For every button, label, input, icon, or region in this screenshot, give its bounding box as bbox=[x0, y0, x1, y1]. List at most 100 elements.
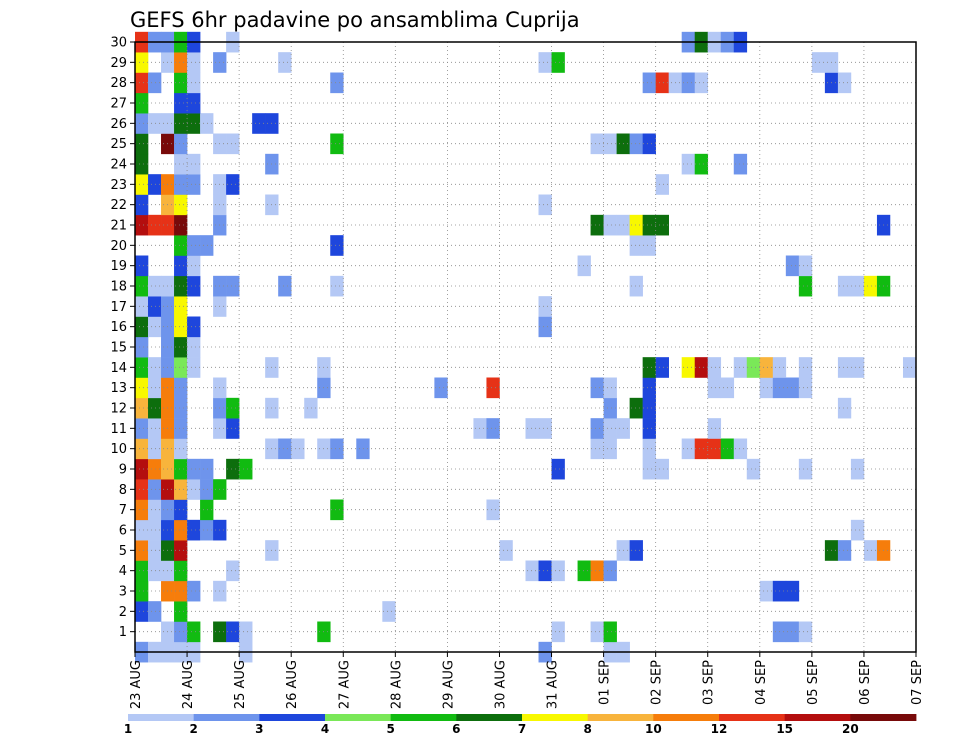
heatmap-cell bbox=[629, 275, 643, 297]
heatmap-cell bbox=[655, 357, 669, 378]
y-tick-label: 29 bbox=[110, 56, 127, 71]
heatmap-cell bbox=[174, 153, 188, 175]
heatmap-cell bbox=[148, 418, 162, 439]
heatmap-cell bbox=[304, 397, 318, 419]
colorbar-segment bbox=[325, 714, 392, 721]
heatmap-cell bbox=[486, 418, 500, 439]
heatmap-cell bbox=[187, 275, 201, 297]
heatmap-cell bbox=[629, 397, 643, 419]
y-tick-label: 6 bbox=[119, 524, 127, 539]
heatmap-cell bbox=[135, 601, 149, 622]
heatmap-cell bbox=[798, 377, 813, 399]
heatmap-cell bbox=[148, 377, 162, 399]
heatmap-cell bbox=[785, 580, 800, 602]
colorbar-segment bbox=[259, 714, 326, 721]
heatmap-cell bbox=[798, 275, 813, 297]
heatmap-cell bbox=[850, 357, 865, 378]
heatmap-cell bbox=[538, 418, 552, 439]
y-tick-label: 25 bbox=[110, 137, 127, 152]
y-tick-label: 24 bbox=[110, 158, 127, 173]
heatmap-cell bbox=[148, 560, 162, 582]
heatmap-cell bbox=[590, 438, 604, 460]
heatmap-cell bbox=[642, 418, 656, 439]
heatmap-cell bbox=[135, 113, 149, 134]
colorbar-segment bbox=[653, 714, 720, 721]
heatmap-cell bbox=[603, 397, 617, 419]
heatmap-cell bbox=[135, 580, 149, 602]
heatmap-cell bbox=[174, 235, 188, 256]
heatmap-cell bbox=[135, 499, 149, 521]
heatmap-cell bbox=[330, 235, 344, 256]
heatmap-cell bbox=[135, 540, 149, 561]
heatmap-cell bbox=[226, 458, 240, 480]
y-tick-label: 20 bbox=[110, 239, 127, 254]
heatmap-cell bbox=[278, 275, 292, 297]
heatmap-cell bbox=[525, 418, 539, 439]
heatmap-cells bbox=[135, 31, 917, 663]
y-tick-label: 13 bbox=[110, 381, 127, 396]
heatmap-cell bbox=[135, 133, 149, 155]
heatmap-cell bbox=[200, 235, 214, 256]
colorbar-segment bbox=[784, 714, 851, 721]
heatmap-cell bbox=[174, 296, 188, 317]
heatmap-cell bbox=[135, 52, 149, 73]
colorbar-segment bbox=[522, 714, 589, 721]
y-tick-label: 3 bbox=[119, 585, 127, 600]
heatmap-cell bbox=[187, 458, 201, 480]
heatmap-cell bbox=[174, 52, 188, 73]
heatmap-cell bbox=[174, 458, 188, 480]
heatmap-cell bbox=[174, 540, 188, 561]
heatmap-cell bbox=[135, 397, 149, 419]
heatmap-cell bbox=[187, 621, 201, 643]
y-tick-label: 7 bbox=[119, 503, 127, 518]
heatmap-cell bbox=[135, 357, 149, 378]
heatmap-cell bbox=[603, 621, 617, 643]
heatmap-cell bbox=[902, 357, 917, 378]
heatmap-cell bbox=[174, 479, 188, 500]
heatmap-cell bbox=[135, 194, 149, 216]
heatmap-cell bbox=[148, 174, 162, 195]
heatmap-cell bbox=[590, 214, 604, 236]
heatmap-cell bbox=[629, 133, 643, 155]
colorbar-segment bbox=[390, 714, 457, 721]
heatmap-cell bbox=[148, 357, 162, 378]
heatmap-cell bbox=[655, 214, 669, 236]
heatmap-cell bbox=[174, 316, 188, 338]
heatmap-cell bbox=[187, 72, 201, 94]
heatmap-cell bbox=[187, 479, 201, 500]
colorbar-label: 15 bbox=[776, 722, 793, 736]
x-tick-label: 28 AUG bbox=[389, 660, 404, 709]
heatmap-cell bbox=[135, 418, 149, 439]
heatmap-cell bbox=[538, 296, 552, 317]
heatmap-cell bbox=[707, 357, 722, 378]
heatmap-cell bbox=[538, 316, 552, 338]
heatmap-cell bbox=[174, 275, 188, 297]
x-tick-label: 30 AUG bbox=[493, 660, 508, 709]
heatmap-cell bbox=[603, 438, 617, 460]
heatmap-cell bbox=[200, 113, 214, 134]
colorbar: 1 2 3 4 5 6 7 8 10 12 15 20 bbox=[124, 714, 917, 736]
heatmap-cell bbox=[174, 113, 188, 134]
heatmap-cell bbox=[135, 92, 149, 114]
heatmap-cell bbox=[174, 214, 188, 236]
colorbar-label: 5 bbox=[386, 722, 394, 736]
heatmap-cell bbox=[434, 377, 448, 399]
x-tick-label: 26 AUG bbox=[285, 660, 300, 709]
heatmap-cell bbox=[590, 418, 604, 439]
y-tick-label: 12 bbox=[110, 402, 127, 417]
colorbar-label: 3 bbox=[255, 722, 263, 736]
y-tick-label: 15 bbox=[110, 341, 127, 356]
x-tick-label: 03 SEP bbox=[702, 660, 717, 705]
heatmap-cell bbox=[837, 72, 852, 94]
heatmap-cell bbox=[577, 560, 591, 582]
heatmap-cell bbox=[187, 255, 201, 277]
heatmap-cell bbox=[135, 458, 149, 480]
heatmap-cell bbox=[785, 377, 800, 399]
heatmap-cell bbox=[694, 357, 709, 378]
heatmap-cell bbox=[174, 418, 188, 439]
heatmap-cell bbox=[837, 275, 852, 297]
colorbar-segment bbox=[128, 714, 195, 721]
heatmap-cell bbox=[187, 357, 201, 378]
heatmap-cell bbox=[278, 438, 292, 460]
heatmap-cell bbox=[798, 621, 813, 643]
